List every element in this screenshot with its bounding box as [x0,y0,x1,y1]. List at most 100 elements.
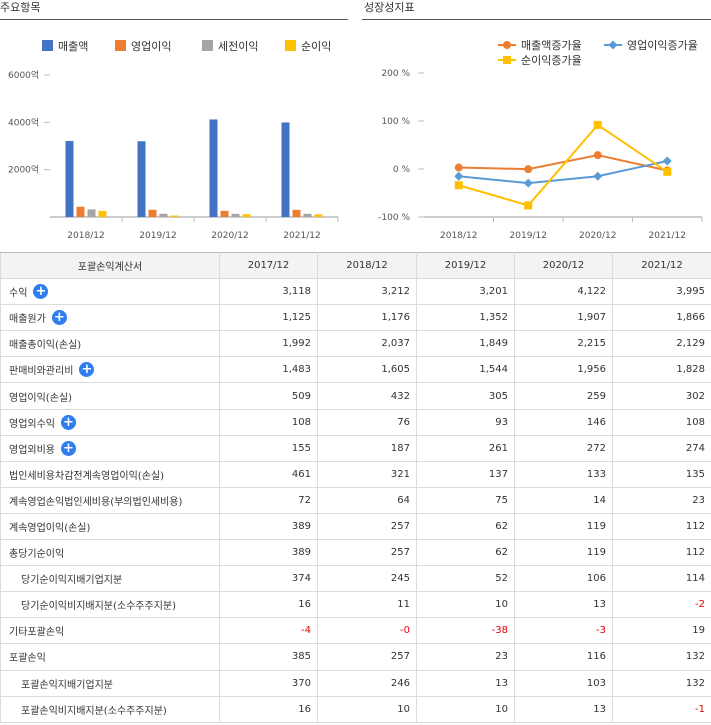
row-label: 기타포괄손익 [9,627,65,639]
value-cell: 1,866 [612,304,711,332]
value-cell: 461 [219,460,318,488]
income-statement-table: 포괄손익계산서 2017/12 2018/12 2019/12 2020/12 2021/… [0,251,711,723]
value-cell: 389 [219,539,318,567]
bar [159,213,168,217]
value-cell: 2,037 [317,330,417,358]
row-label-cell: 매출원가 + [0,304,220,332]
value-cell: 245 [317,565,417,593]
value-cell: 108 [612,408,711,436]
x-tick-label: 2018/12 [440,231,477,241]
value-cell: 112 [612,539,711,567]
value-cell: 389 [219,512,318,541]
value-cell: -0 [317,617,417,645]
value-cell: 3,995 [612,278,711,306]
legend-label: 영업이익증가율 [627,39,698,52]
legend-swatch [42,40,53,51]
row-label: 당기순이익비지배지분(소수주주지분) [21,601,177,613]
value-cell: 509 [219,382,318,410]
value-cell: 374 [219,565,318,593]
value-cell: 1,176 [317,304,417,332]
row-label-cell: 포괄손익비지배지분(소수주주지분) [0,695,220,723]
bar [76,206,85,217]
row-label-cell: 수익 + [0,278,220,306]
table-row: 영업외비용 +155 187 261 272 274 [0,434,711,462]
value-cell: 1,544 [416,356,515,384]
value-cell: -1 [612,695,711,723]
row-label-cell: 영업이익(손실) [0,382,220,410]
row-label-cell: 계속영업손익법인세비용(부의법인세비용) [0,486,220,514]
data-point [663,167,672,176]
data-point [662,156,672,166]
bar [242,214,251,217]
expand-plus-icon[interactable]: + [33,284,49,300]
value-cell: 103 [514,669,613,697]
row-label-cell: 총당기순이익 [0,539,220,567]
value-cell: 274 [612,434,711,462]
expand-plus-icon[interactable]: + [79,362,95,378]
value-cell: 112 [612,512,711,541]
growth-indicators-panel: 성장성지표 매출액증가율 영업이익증가율 순이익증가율 200 % 100 % 0 % -1… [362,0,711,252]
legend-label: 순이익 [301,40,331,53]
title-divider [0,19,348,20]
main-items-bar-chart: 매출액 영업이익 세전이익 순이익 6000억 4000억 2000억 2018/12 2019… [8,40,339,241]
expand-plus-icon[interactable]: + [61,414,76,430]
x-tick-label: 2020/12 [211,231,248,241]
value-cell: 114 [612,565,711,593]
legend-swatch [285,40,296,51]
x-tick-label: 2019/12 [139,231,176,241]
expand-plus-icon[interactable]: + [61,440,76,456]
table-row: 영업외수익 +108 76 93 146 108 [0,408,711,436]
legend-label: 매출액 [58,40,88,53]
table-row: 법인세비용차감전계속영업이익(손실) 461 321 137 133 135 [0,460,711,488]
table-row: 당기순이익지배기업지분 374 245 52 106 114 [0,565,711,593]
value-cell: 106 [514,565,613,593]
value-cell: 3,201 [416,278,515,306]
row-label: 계속영업손익법인세비용(부의법인세비용) [9,496,183,508]
row-label-cell: 매출총이익(손실) [0,330,220,358]
value-cell: 23 [612,486,711,514]
value-cell: 10 [317,695,417,723]
table-row: 영업이익(손실) 509 432 305 259 302 [0,382,711,410]
data-point [454,163,463,172]
bar [231,213,240,217]
row-label: 매출원가 [9,314,46,326]
table-row: 총당기순이익 389 257 62 119 112 [0,539,711,567]
value-cell: 133 [514,460,613,488]
series-line [458,123,668,207]
data-point [454,181,463,190]
legend-marker [503,56,511,64]
value-cell: 1,828 [612,356,711,384]
x-tick-label: 2021/12 [283,231,320,241]
value-cell: 2,215 [514,330,613,358]
row-label: 영업이익(손실) [9,392,73,404]
row-label-cell: 당기순이익비지배지분(소수주주지분) [0,591,220,619]
value-cell: 261 [416,434,515,462]
table-header-year: 2021/12 [612,251,711,280]
row-label: 포괄손익 [9,653,46,665]
row-label: 수익 [9,288,28,300]
bar [98,210,107,217]
growth-indicators-title: 성장성지표 [364,1,415,14]
value-cell: 2,129 [612,330,711,358]
data-point [524,165,533,174]
table-row: 포괄손익지배기업지분 370 246 13 103 132 [0,669,711,697]
value-cell: 1,605 [317,356,417,384]
expand-plus-icon[interactable]: + [51,310,67,326]
table-row: 계속영업이익(손실) 389 257 62 119 112 [0,512,711,541]
x-tick-label: 2018/12 [67,231,104,241]
series-line [458,154,668,172]
row-label: 영업외수익 [9,418,55,430]
value-cell: 16 [219,591,318,619]
row-label: 포괄손익지배기업지분 [21,679,113,691]
table-row: 당기순이익비지배지분(소수주주지분) 16 11 10 13 -2 [0,591,711,619]
value-cell: 272 [514,434,613,462]
legend-label: 순이익증가율 [521,54,582,67]
row-label-cell: 포괄손익지배기업지분 [0,669,220,697]
table-header-year: 2017/12 [219,251,318,280]
row-label-cell: 판매비와관리비 + [0,356,220,384]
value-cell: 370 [219,669,318,697]
value-cell: -2 [612,591,711,619]
value-cell: 11 [317,591,417,619]
table-header-year: 2020/12 [514,251,613,280]
